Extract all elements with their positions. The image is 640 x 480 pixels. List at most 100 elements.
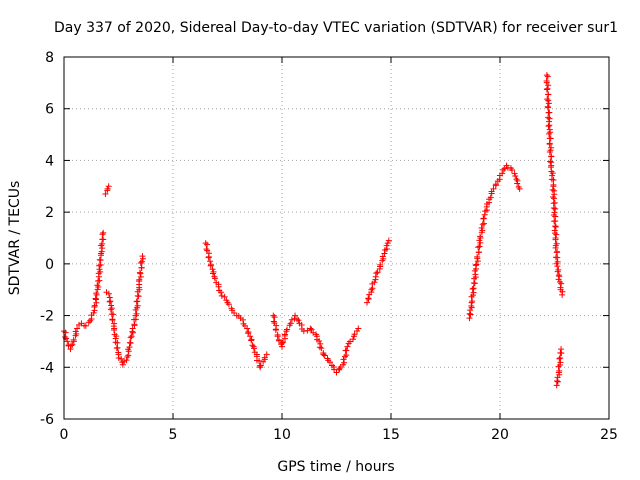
data-point: [205, 254, 212, 261]
data-point: [320, 351, 327, 358]
data-point: [97, 268, 104, 275]
data-point: [204, 241, 211, 248]
data-point: [552, 223, 559, 230]
data-point: [354, 328, 361, 335]
data-point: [256, 357, 263, 364]
data-point: [545, 82, 552, 89]
data-point: [365, 295, 372, 302]
data-point: [551, 218, 558, 225]
data-point: [138, 258, 145, 265]
data-point: [487, 194, 494, 201]
data-point: [550, 212, 557, 219]
data-point: [384, 240, 391, 247]
data-point: [545, 130, 552, 137]
data-point: [545, 104, 552, 111]
data-point: [553, 249, 560, 256]
data-point: [477, 233, 484, 240]
data-point: [209, 270, 216, 277]
data-point: [251, 345, 258, 352]
data-point: [545, 100, 552, 107]
data-point: [481, 220, 488, 227]
data-point: [271, 314, 278, 321]
data-point: [215, 283, 222, 290]
data-point: [316, 338, 323, 345]
data-point: [136, 269, 143, 276]
data-point: [318, 345, 325, 352]
x-tick-label: 5: [169, 427, 178, 443]
data-point: [218, 292, 225, 299]
data-point: [72, 328, 79, 335]
data-point: [374, 269, 381, 276]
data-point: [381, 250, 388, 257]
data-point: [276, 337, 283, 344]
data-point: [96, 256, 103, 263]
data-point: [281, 331, 288, 338]
data-point: [202, 240, 209, 247]
data-point: [280, 339, 287, 346]
data-point: [210, 268, 217, 275]
data-point: [257, 362, 264, 369]
x-tick-label: 10: [273, 427, 291, 443]
data-point: [469, 285, 476, 292]
data-point: [90, 309, 97, 316]
data-point: [373, 270, 380, 277]
data-point: [94, 282, 101, 289]
data-point: [490, 185, 497, 192]
data-point: [553, 231, 560, 238]
data-point: [307, 325, 314, 332]
data-point: [552, 205, 559, 212]
data-point: [138, 264, 145, 271]
data-point: [109, 316, 116, 323]
data-point: [543, 86, 550, 93]
data-point: [284, 326, 291, 333]
data-point: [475, 249, 482, 256]
data-point: [211, 275, 218, 282]
data-point: [263, 351, 270, 358]
data-point: [207, 262, 214, 269]
data-point: [113, 345, 120, 352]
data-point: [270, 312, 277, 319]
data-point: [470, 292, 477, 299]
data-point: [67, 346, 74, 353]
data-point: [248, 337, 255, 344]
data-point: [548, 144, 555, 151]
data-point: [543, 72, 550, 79]
data-point: [544, 73, 551, 80]
data-point: [544, 85, 551, 92]
data-point: [473, 261, 480, 268]
data-point: [341, 359, 348, 366]
data-point: [211, 273, 218, 280]
data-point: [371, 279, 378, 286]
data-point: [292, 312, 299, 319]
data-point: [372, 273, 379, 280]
data-point: [557, 355, 564, 362]
y-tick-label: -4: [40, 360, 54, 376]
y-axis-label: SDTVAR / TECUs: [7, 181, 23, 296]
data-point: [247, 333, 254, 340]
data-point: [554, 268, 561, 275]
plot-frame: [63, 56, 610, 420]
data-point: [133, 310, 140, 317]
data-point: [100, 229, 107, 236]
data-point: [340, 356, 347, 363]
data-point: [111, 327, 118, 334]
y-tick-label: 0: [45, 257, 54, 273]
data-point: [550, 194, 557, 201]
y-tick-label: -2: [40, 309, 54, 325]
data-point: [244, 325, 251, 332]
data-points: [61, 72, 566, 389]
data-point: [355, 325, 362, 332]
data-point: [548, 153, 555, 160]
data-point: [231, 309, 238, 316]
data-point: [99, 231, 106, 238]
data-point: [551, 209, 558, 216]
data-point: [343, 347, 350, 354]
data-point: [364, 299, 371, 306]
data-point: [91, 302, 98, 309]
data-point: [554, 263, 561, 270]
data-point: [476, 243, 483, 250]
data-point: [385, 237, 392, 244]
data-point: [558, 346, 565, 353]
data-point: [556, 355, 563, 362]
